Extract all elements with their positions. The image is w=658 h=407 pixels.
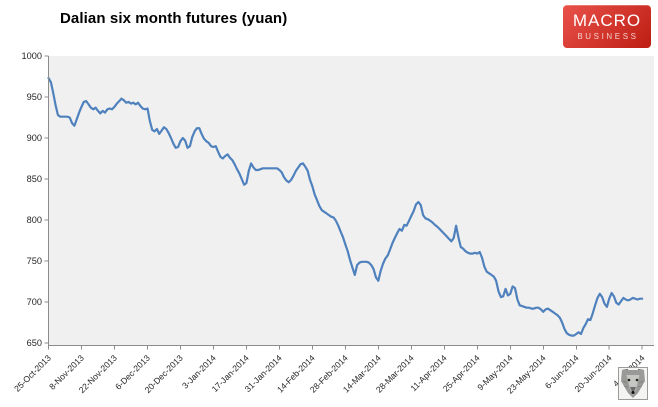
y-tick-label: 1000	[22, 51, 42, 61]
y-tick-label: 700	[27, 297, 42, 307]
y-tick-label: 850	[27, 174, 42, 184]
plot-area	[49, 56, 654, 346]
wolf-icon	[618, 367, 648, 400]
y-tick-label: 800	[27, 215, 42, 225]
macrobusiness-logo: MACRO BUSINESS	[563, 5, 651, 48]
y-tick-label: 650	[27, 338, 42, 348]
macrobusiness-logo-subtext: BUSINESS	[577, 32, 639, 41]
y-tick-label: 950	[27, 92, 42, 102]
y-tick-label: 750	[27, 256, 42, 266]
chart-title: Dalian six month futures (yuan)	[60, 10, 288, 27]
macrobusiness-logo-text: MACRO	[572, 11, 642, 30]
wolf-icon-drawing	[619, 368, 647, 399]
y-tick-label: 900	[27, 133, 42, 143]
x-tick-label: 25-Oct-2013	[12, 353, 53, 394]
price-line-series	[47, 76, 644, 337]
